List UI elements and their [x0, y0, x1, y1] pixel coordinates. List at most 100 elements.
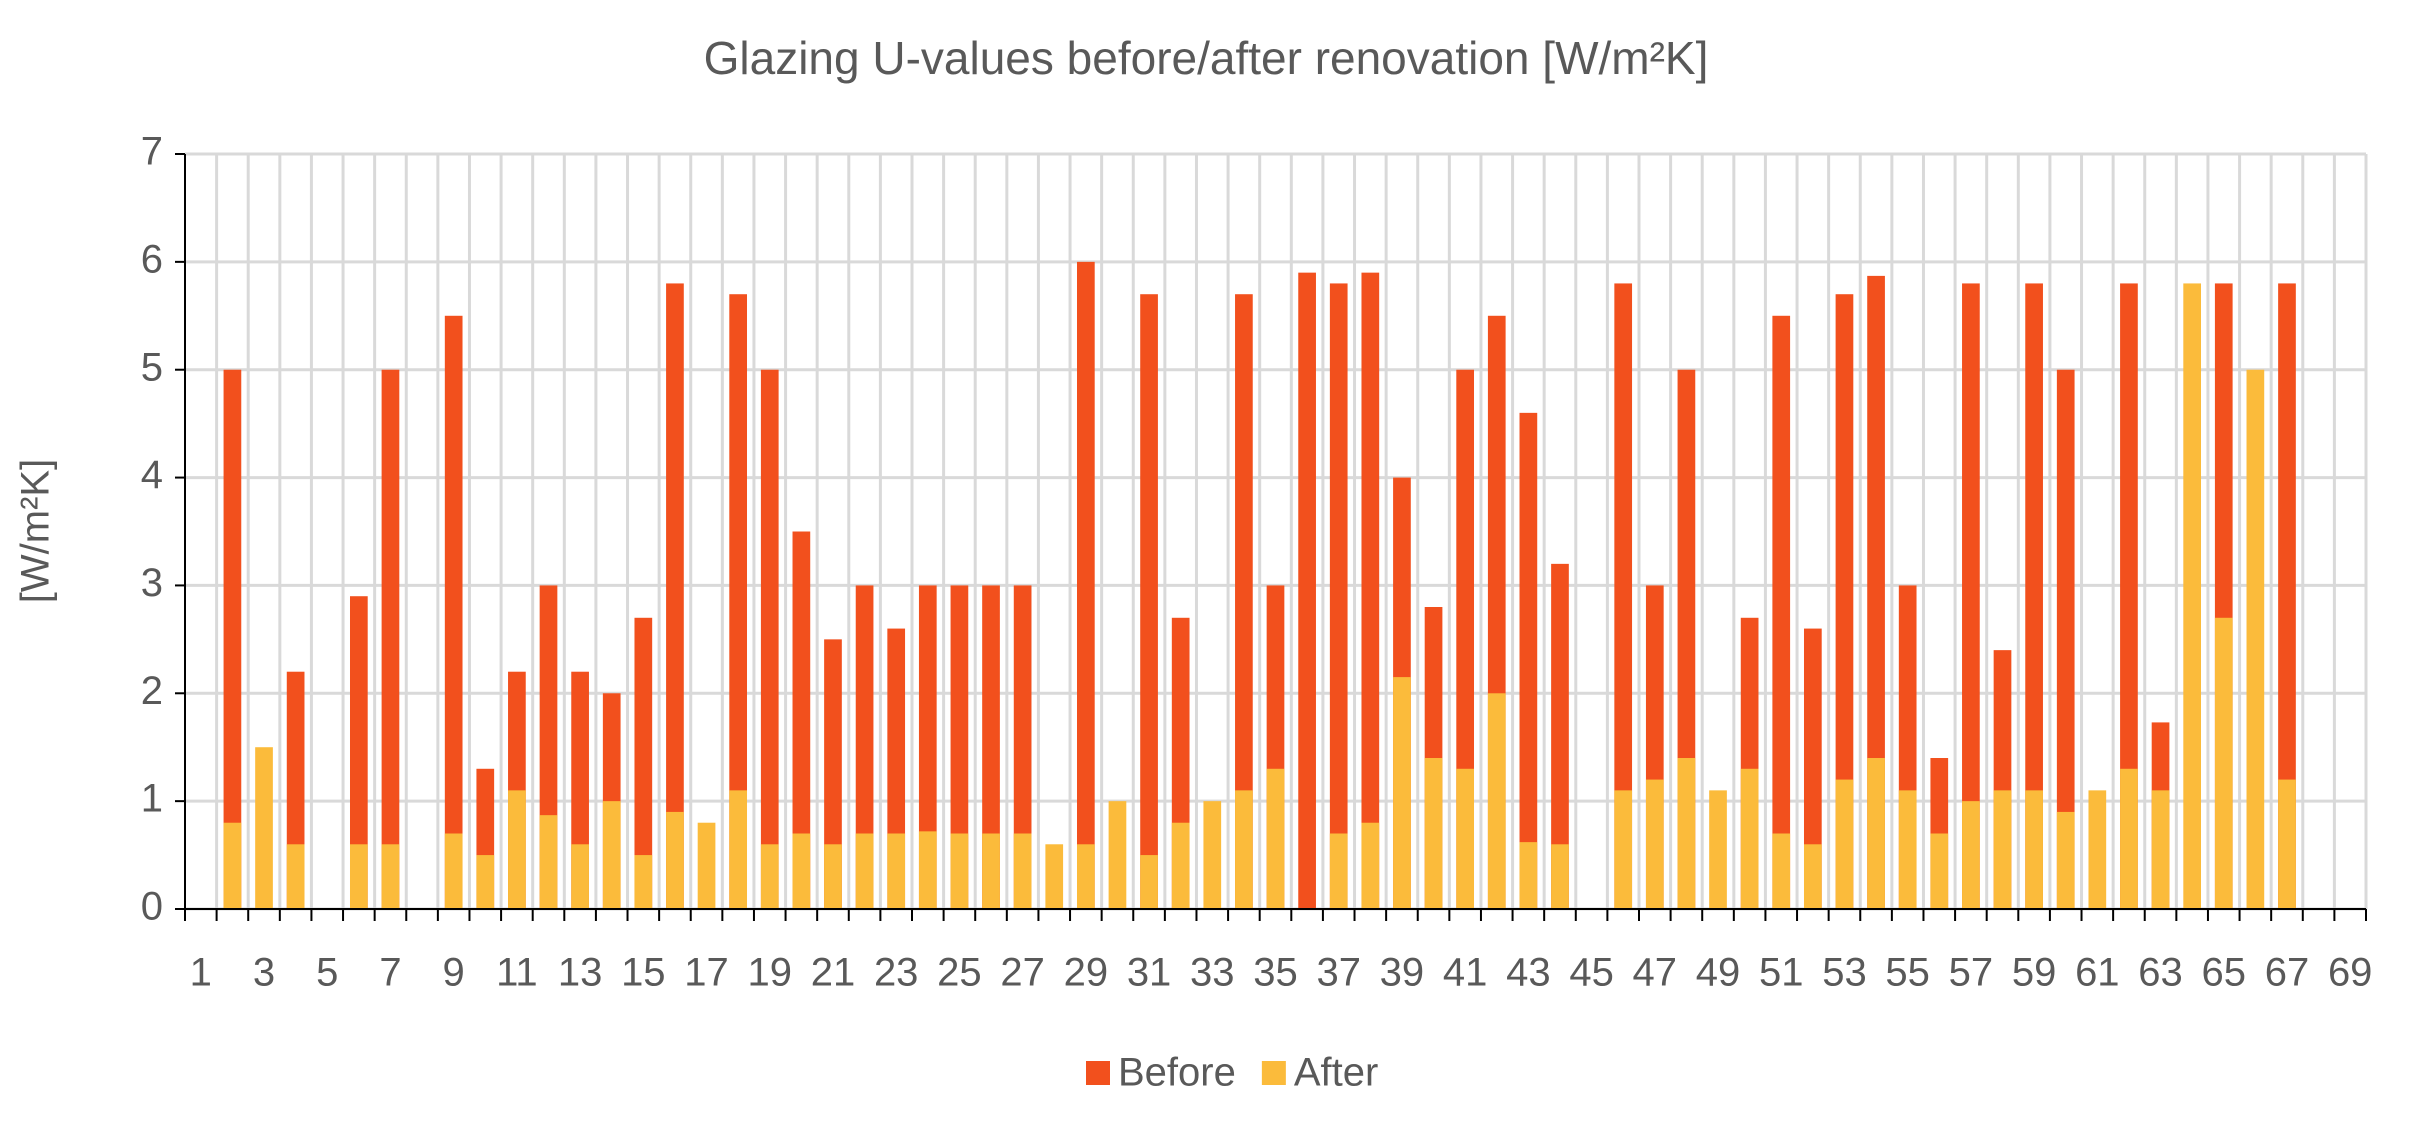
bar	[1045, 844, 1064, 909]
x-tick-label: 69	[2328, 951, 2373, 995]
bar	[697, 822, 716, 909]
bar	[476, 855, 495, 909]
bar	[349, 596, 368, 909]
bar	[1551, 563, 1569, 909]
bar	[729, 790, 748, 909]
x-tick-label: 61	[2075, 951, 2120, 995]
bar	[1519, 842, 1538, 909]
bar	[223, 822, 242, 909]
bar	[634, 617, 653, 909]
bar	[1898, 790, 1917, 909]
bar	[1645, 779, 1664, 909]
x-tick-label: 1	[190, 951, 212, 995]
y-tick-label: 6	[141, 237, 163, 281]
bar	[2278, 283, 2296, 909]
y-tick-label: 3	[141, 561, 163, 605]
bar	[1235, 790, 1253, 909]
bar	[223, 369, 242, 909]
bar	[2056, 369, 2075, 909]
bar	[1108, 801, 1127, 909]
x-tick-label: 27	[1000, 951, 1045, 995]
bar	[2278, 779, 2296, 909]
x-tick-label: 3	[253, 951, 275, 995]
x-tick-label: 13	[558, 951, 603, 995]
bar	[918, 585, 937, 909]
bar	[1203, 801, 1222, 909]
x-tick-label: 45	[1569, 951, 1614, 995]
bar	[1835, 294, 1854, 909]
x-tick-label: 17	[684, 951, 729, 995]
y-tick-label: 1	[141, 777, 163, 821]
bar	[1962, 283, 1980, 909]
bar	[1140, 855, 1158, 909]
bar	[1298, 272, 1316, 910]
bar	[1456, 768, 1475, 909]
y-tick-label: 4	[141, 453, 163, 497]
bar	[2025, 790, 2043, 909]
x-tick-label: 37	[1316, 951, 1361, 995]
bar	[2025, 283, 2043, 909]
bar	[792, 531, 811, 909]
bar	[508, 790, 526, 909]
y-tick-label: 2	[141, 669, 163, 713]
x-tick-label: 11	[496, 951, 538, 995]
bar	[2183, 283, 2202, 909]
bar	[571, 844, 589, 909]
bar	[634, 855, 653, 909]
bar	[982, 833, 1000, 909]
bar	[2056, 811, 2075, 909]
x-tick-label: 33	[1190, 951, 1235, 995]
bar	[982, 585, 1000, 909]
bar	[286, 844, 305, 909]
bar	[1867, 758, 1885, 909]
bar	[1393, 677, 1411, 909]
y-tick-label: 7	[141, 130, 163, 174]
legend-swatch	[1261, 1061, 1286, 1085]
x-tick-label: 31	[1127, 951, 1172, 995]
legend-label: Before	[1118, 1051, 1236, 1095]
bar	[1740, 768, 1759, 909]
x-tick-label: 39	[1380, 951, 1425, 995]
x-tick-label: 55	[1885, 951, 1930, 995]
bar	[1266, 768, 1285, 909]
bar	[1171, 822, 1190, 909]
bar	[1076, 261, 1095, 909]
bar	[1361, 272, 1380, 910]
bar	[1424, 758, 1443, 909]
legend-swatch	[1086, 1061, 1110, 1085]
bar	[444, 315, 463, 909]
bar	[792, 833, 811, 909]
bar	[1614, 790, 1633, 909]
bar	[887, 833, 906, 909]
bar	[918, 831, 937, 909]
bar	[855, 833, 874, 909]
bar	[950, 833, 969, 909]
bar	[1803, 628, 1822, 909]
bar	[1076, 844, 1095, 909]
bar	[539, 815, 558, 909]
x-tick-label: 53	[1822, 951, 1867, 995]
y-tick-label: 5	[141, 345, 163, 389]
bar	[1551, 844, 1569, 909]
x-tick-label: 65	[2202, 951, 2247, 995]
bar	[381, 844, 400, 909]
x-tick-label: 25	[937, 951, 982, 995]
bar	[349, 844, 368, 909]
bar	[950, 585, 969, 909]
bar	[2246, 369, 2265, 909]
x-tick-label: 51	[1759, 951, 1804, 995]
bar	[1361, 822, 1380, 909]
bar	[1993, 790, 2012, 909]
bar	[444, 833, 463, 909]
legend-label: After	[1294, 1051, 1378, 1095]
x-tick-label: 63	[2138, 951, 2183, 995]
x-tick-label: 23	[874, 951, 919, 995]
bar	[1803, 844, 1822, 909]
bar	[2151, 790, 2170, 909]
bar	[855, 585, 874, 909]
bar	[760, 369, 779, 909]
x-tick-label: 7	[379, 951, 401, 995]
bar	[1329, 283, 1348, 909]
bar	[729, 294, 748, 909]
